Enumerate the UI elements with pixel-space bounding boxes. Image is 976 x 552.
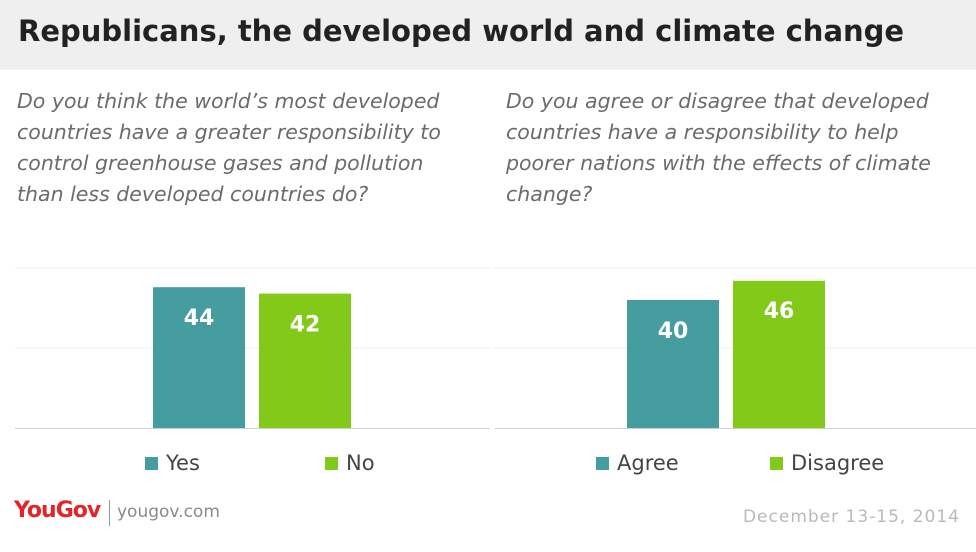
bar-disagree (733, 280, 825, 428)
legend-swatch-teal (145, 456, 158, 470)
page-title: Republicans, the developed world and cli… (18, 14, 905, 48)
data-label-disagree: 46 (764, 299, 795, 324)
bar-yes (153, 287, 245, 428)
footer-site-link[interactable]: yougov.com (117, 502, 220, 522)
legend-swatch-green (325, 456, 338, 470)
header-bar: Republicans, the developed world and cli… (0, 0, 976, 70)
legend-item-left-1: No (325, 448, 375, 478)
legend-label: Yes (166, 451, 200, 475)
bar-agree (627, 300, 719, 428)
data-label-no: 42 (290, 313, 321, 338)
chart-right-question: Do you agree or disagree that developed … (506, 89, 931, 206)
yougov-logo: YouGov (14, 498, 101, 523)
legend-swatch-teal (596, 456, 609, 470)
legend-label: Agree (617, 451, 679, 475)
footer-divider (109, 500, 110, 526)
bar-no (259, 293, 351, 428)
data-label-agree: 40 (658, 319, 689, 344)
legend-item-right-1: Disagree (770, 448, 884, 478)
legend-label: No (346, 451, 375, 475)
survey-date: December 13-15, 2014 (742, 507, 960, 527)
legend-item-right-0: Agree (596, 448, 679, 478)
legend-label: Disagree (791, 451, 885, 475)
chart-left-question: Do you think the world’s most developed … (17, 89, 441, 206)
legend-item-left-0: Yes (145, 448, 200, 478)
data-label-yes: 44 (184, 306, 215, 331)
legend-swatch-green (770, 456, 783, 470)
